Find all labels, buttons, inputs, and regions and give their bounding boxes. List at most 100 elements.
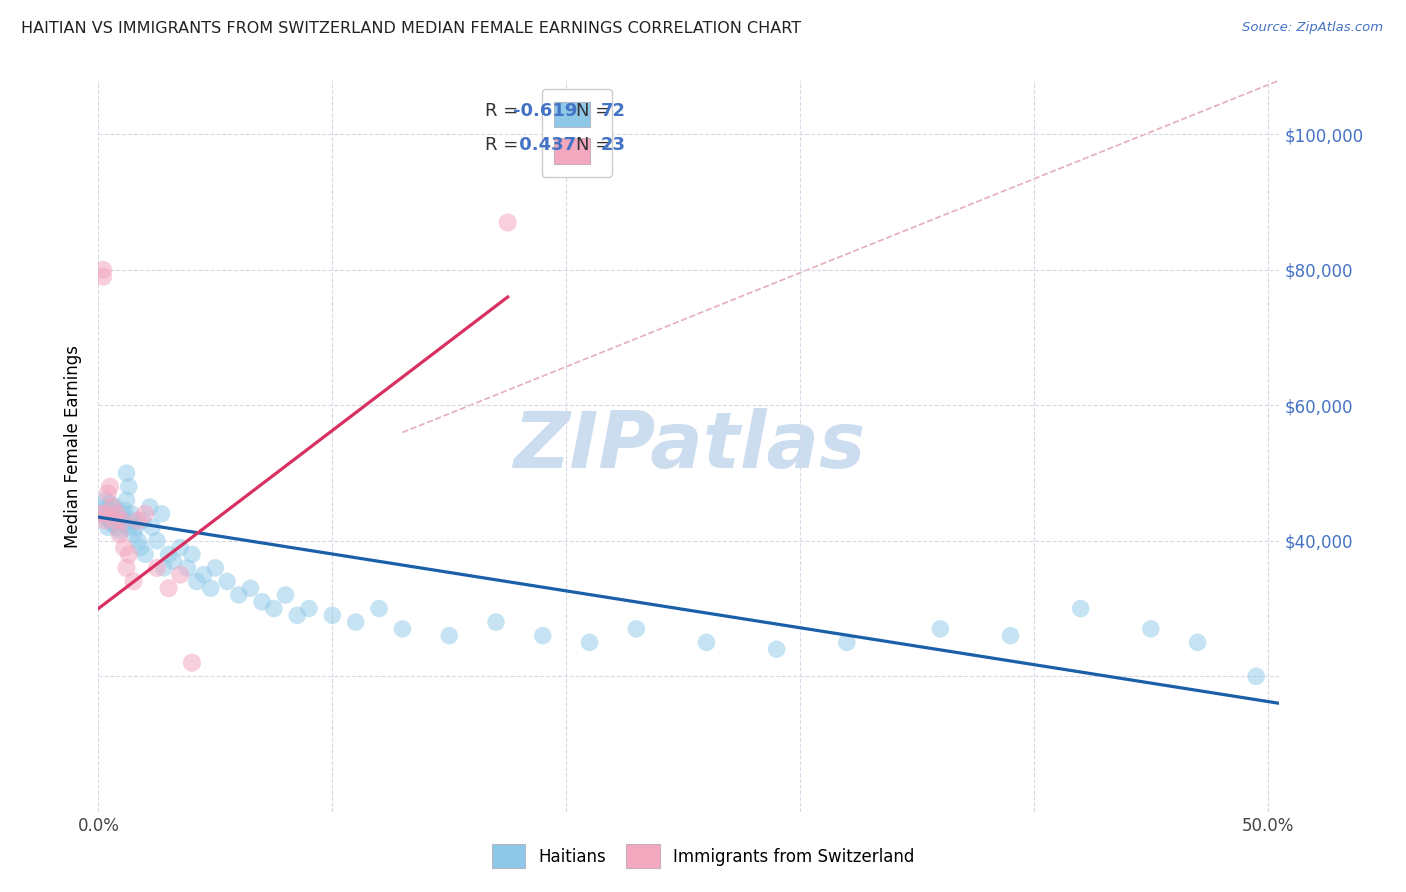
Point: [101, 516, 124, 531]
Point: [91, 263, 114, 277]
Legend: , : ,: [541, 89, 612, 177]
Point: [134, 507, 156, 521]
Point: [368, 601, 391, 615]
Point: [929, 622, 952, 636]
Point: [127, 514, 149, 528]
Point: [200, 581, 222, 595]
Point: [228, 588, 250, 602]
Point: [111, 514, 134, 528]
Point: [90, 507, 112, 521]
Point: [141, 520, 163, 534]
Point: [531, 629, 554, 643]
Point: [176, 561, 198, 575]
Point: [835, 635, 858, 649]
Point: [101, 507, 124, 521]
Point: [111, 507, 134, 521]
Point: [439, 629, 461, 643]
Point: [1244, 669, 1267, 683]
Point: [125, 520, 148, 534]
Point: [169, 541, 191, 555]
Point: [91, 500, 114, 514]
Point: [150, 507, 173, 521]
Point: [132, 514, 155, 528]
Point: [146, 533, 169, 548]
Text: N =: N =: [575, 136, 616, 153]
Point: [97, 520, 120, 534]
Point: [108, 524, 131, 538]
Point: [250, 595, 273, 609]
Point: [112, 541, 135, 555]
Point: [104, 514, 127, 528]
Text: 23: 23: [600, 136, 626, 153]
Point: [204, 561, 226, 575]
Point: [162, 554, 184, 568]
Point: [127, 533, 149, 548]
Point: [485, 615, 508, 629]
Point: [94, 493, 117, 508]
Point: [1070, 601, 1092, 615]
Point: [98, 514, 121, 528]
Text: HAITIAN VS IMMIGRANTS FROM SWITZERLAND MEDIAN FEMALE EARNINGS CORRELATION CHART: HAITIAN VS IMMIGRANTS FROM SWITZERLAND M…: [21, 21, 801, 37]
Point: [274, 588, 297, 602]
Point: [1187, 635, 1209, 649]
Text: 0.437: 0.437: [513, 136, 576, 153]
Point: [115, 466, 138, 480]
Point: [193, 567, 215, 582]
Point: [94, 510, 117, 524]
Point: [108, 527, 131, 541]
Point: [239, 581, 262, 595]
Text: N =: N =: [575, 102, 616, 120]
Text: 72: 72: [600, 102, 626, 120]
Point: [285, 608, 308, 623]
Point: [104, 500, 127, 514]
Point: [1140, 622, 1163, 636]
Point: [94, 507, 117, 521]
Point: [112, 516, 135, 531]
Point: [695, 635, 717, 649]
Point: [111, 514, 134, 528]
Point: [134, 547, 156, 561]
Point: [101, 500, 124, 514]
Point: [97, 486, 120, 500]
Point: [118, 520, 141, 534]
Point: [105, 507, 128, 521]
Point: [122, 514, 145, 528]
Text: R =: R =: [485, 102, 523, 120]
Point: [496, 215, 519, 229]
Point: [122, 574, 145, 589]
Point: [153, 561, 176, 575]
Point: [344, 615, 367, 629]
Point: [112, 503, 135, 517]
Point: [626, 622, 648, 636]
Point: [146, 561, 169, 575]
Point: [1000, 629, 1022, 643]
Point: [215, 574, 238, 589]
Point: [98, 497, 121, 511]
Point: [129, 541, 152, 555]
Text: R =: R =: [485, 136, 523, 153]
Point: [105, 507, 128, 521]
Point: [139, 500, 162, 514]
Point: [118, 480, 141, 494]
Point: [122, 527, 145, 541]
Point: [186, 574, 208, 589]
Point: [157, 547, 180, 561]
Point: [157, 581, 180, 595]
Point: [104, 514, 127, 528]
Point: [115, 561, 138, 575]
Point: [181, 656, 204, 670]
Point: [91, 269, 114, 284]
Point: [578, 635, 600, 649]
Point: [169, 567, 191, 582]
Point: [263, 601, 285, 615]
Point: [108, 510, 131, 524]
Point: [98, 480, 121, 494]
Point: [115, 493, 138, 508]
Point: [120, 507, 142, 521]
Y-axis label: Median Female Earnings: Median Female Earnings: [65, 344, 83, 548]
Point: [94, 514, 117, 528]
Point: [97, 503, 120, 517]
Text: Source: ZipAtlas.com: Source: ZipAtlas.com: [1243, 21, 1384, 35]
Point: [321, 608, 343, 623]
Point: [90, 507, 112, 521]
